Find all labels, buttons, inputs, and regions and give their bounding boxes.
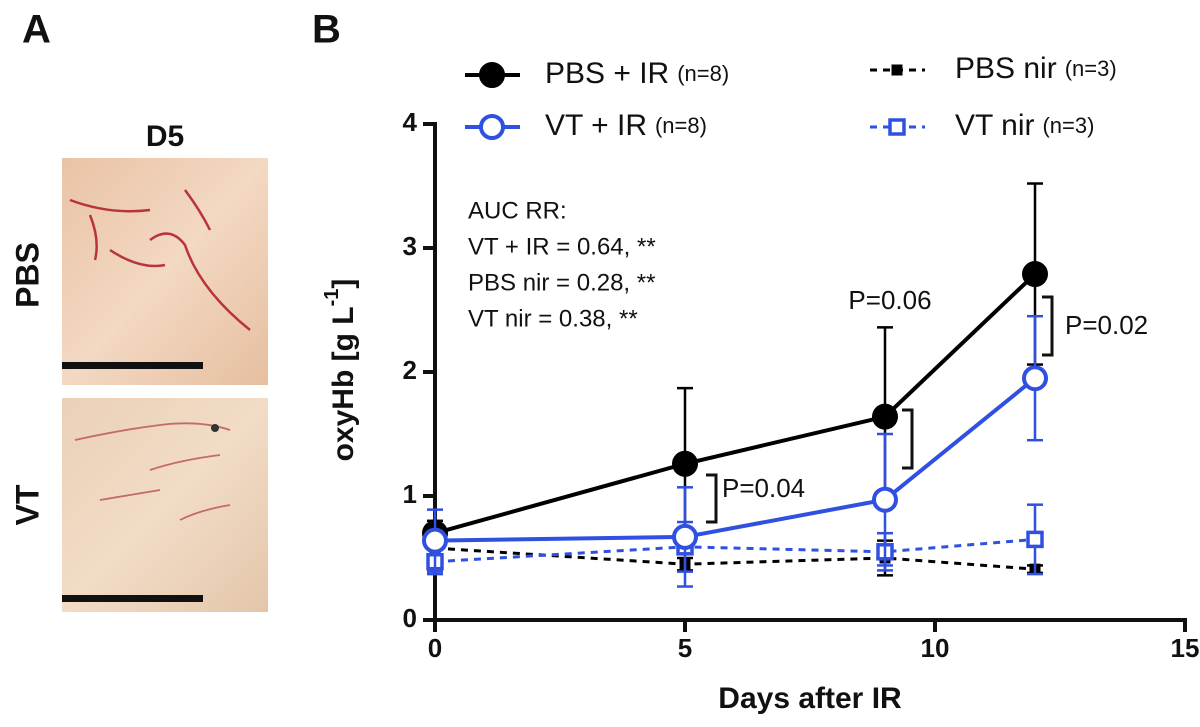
legend-entry: VT + IR (n=8) [465, 109, 707, 142]
y-label-part: oxyHb [g L [327, 306, 360, 461]
y-tick-label: 2 [403, 355, 417, 385]
marker [479, 62, 505, 88]
legend-n: (n=8) [655, 113, 707, 138]
legend-n: (n=3) [1065, 56, 1117, 81]
marker [672, 450, 698, 477]
x-tick-label: 5 [678, 633, 692, 663]
row-label: PBS [9, 242, 45, 308]
legend-name: PBS nir [955, 52, 1057, 85]
y-tick-label: 4 [403, 107, 418, 137]
marker [422, 527, 448, 554]
legend-name: VT + IR [545, 109, 647, 142]
y-tick-label: 3 [403, 231, 417, 261]
bracket [1042, 295, 1054, 357]
series-line [434, 272, 1037, 536]
series [422, 314, 1048, 588]
auc-text: VT + IR = 0.64, ** [468, 233, 656, 260]
p-value: P=0.06 [848, 285, 931, 315]
marker [1026, 530, 1044, 549]
y-tick-label: 1 [403, 479, 417, 509]
x-tick-label: 15 [1171, 633, 1200, 663]
auc-text: AUC RR: [468, 197, 567, 224]
legend-name: PBS + IR [545, 57, 669, 90]
marker [1022, 261, 1048, 288]
panel-label: B [312, 8, 341, 52]
y-label-part: ] [327, 279, 360, 289]
marker [872, 486, 898, 513]
auc-text: PBS nir = 0.28, ** [468, 269, 655, 296]
p-value: P=0.04 [722, 473, 805, 503]
legend-entry: VT nir (n=3) [870, 109, 1094, 142]
legend-entry: PBS + IR (n=8) [465, 57, 729, 90]
marker [872, 403, 898, 430]
legend-name: VT nir [955, 109, 1034, 142]
marker [672, 523, 698, 550]
x-axis-label: Days after IR [718, 682, 902, 715]
legend-n: (n=8) [677, 61, 729, 86]
panel-label: A [22, 8, 51, 52]
legend-label: PBS + IR (n=8) [545, 57, 729, 90]
photo-vt [62, 398, 268, 612]
series-line [434, 546, 1036, 571]
auc-text: VT nir = 0.38, ** [468, 305, 638, 332]
legend-n: (n=3) [1042, 113, 1094, 138]
p-value: P=0.02 [1065, 310, 1148, 340]
y-tick-label: 0 [403, 603, 417, 633]
y-axis-label: oxyHb [g L-1] [321, 279, 360, 462]
bracket [902, 408, 914, 470]
legend-entry: PBS nir (n=3) [870, 52, 1117, 85]
legend-label: PBS nir (n=3) [955, 52, 1117, 85]
marker [479, 114, 505, 140]
x-tick-label: 0 [428, 633, 442, 663]
x-tick-label: 10 [921, 633, 950, 663]
row-label: VT [9, 484, 45, 525]
series-line [434, 376, 1037, 543]
legend-label: VT + IR (n=8) [545, 109, 707, 142]
bracket [706, 473, 718, 524]
marker [888, 118, 906, 136]
marker [1022, 365, 1048, 392]
column-label: D5 [146, 120, 184, 153]
legend-label: VT nir (n=3) [955, 109, 1094, 142]
photo-pbs [62, 158, 268, 385]
marker [891, 64, 903, 76]
series-line [434, 537, 1036, 564]
y-label-sup: -1 [321, 289, 343, 307]
